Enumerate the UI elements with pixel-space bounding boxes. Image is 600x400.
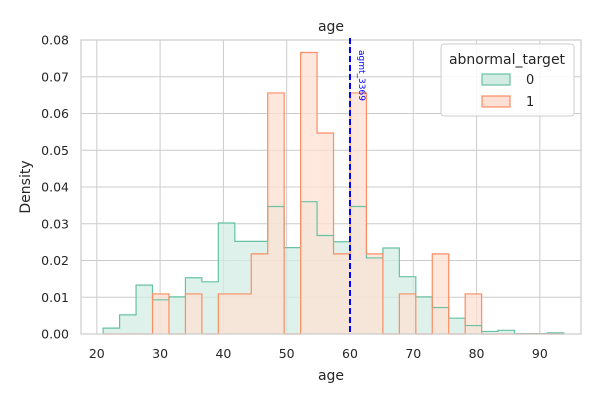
histogram-bar <box>168 296 186 334</box>
histogram-bar <box>300 52 318 335</box>
histogram-bar <box>185 293 202 334</box>
chart-title: age <box>318 19 344 35</box>
legend-swatch-1 <box>481 95 511 108</box>
y-tick-labels: 0.00 0.01 0.02 0.03 0.04 0.05 0.06 0.07 0.08 <box>41 33 69 342</box>
legend-swatch-0 <box>481 73 511 86</box>
histogram-bar <box>465 293 482 334</box>
y-tick-label: 0.04 <box>41 180 69 195</box>
legend: abnormal_target 0 1 <box>440 43 575 117</box>
histogram-bar <box>349 92 367 334</box>
histogram-bar <box>136 285 153 334</box>
histogram-bar <box>284 247 301 334</box>
histogram-bar <box>333 253 350 334</box>
x-axis-title: age <box>318 368 344 384</box>
reference-line-label: agmt_3369 <box>356 50 366 101</box>
histogram-bar <box>448 318 466 334</box>
histogram-bar <box>415 296 433 334</box>
histogram-bar <box>432 253 449 334</box>
x-tick-label: 60 <box>342 346 358 361</box>
plot-frame <box>80 39 582 335</box>
reference-line-group: agmt_3369 <box>348 38 366 334</box>
x-tick-labels: 20 30 40 50 60 70 80 90 <box>89 346 548 361</box>
x-tick-label: 20 <box>89 346 105 361</box>
x-tick-label: 40 <box>215 346 231 361</box>
y-tick-label: 0.05 <box>41 143 69 158</box>
histogram-bar <box>234 293 252 334</box>
legend-label-0: 0 <box>526 73 534 88</box>
histogram-bar <box>251 253 268 334</box>
y-tick-label: 0.06 <box>41 106 69 121</box>
y-tick-label: 0.08 <box>41 33 69 48</box>
y-tick-label: 0.02 <box>41 253 69 268</box>
histogram-bar <box>103 328 120 334</box>
legend-label-1: 1 <box>526 95 534 110</box>
x-tick-label: 30 <box>152 346 168 361</box>
y-tick-label: 0.03 <box>41 216 69 231</box>
histogram-bar <box>498 330 515 334</box>
histogram-bar <box>481 331 499 334</box>
histogram-bar <box>119 314 137 334</box>
histogram-bar <box>201 281 219 334</box>
y-tick-label: 0.01 <box>41 290 69 305</box>
x-tick-label: 70 <box>405 346 421 361</box>
histogram-bar <box>218 293 235 334</box>
series-1-bars <box>152 52 482 335</box>
x-tick-label: 90 <box>532 346 548 361</box>
histogram-bar <box>152 293 169 334</box>
histogram-bar <box>399 293 416 334</box>
histogram-bar <box>382 248 400 334</box>
legend-title: abnormal_target <box>449 52 566 68</box>
x-tick-label: 50 <box>279 346 295 361</box>
histogram-bar <box>267 92 285 334</box>
y-axis-title: Density <box>18 160 34 213</box>
y-tick-label: 0.07 <box>41 69 69 84</box>
histogram-bar <box>317 132 334 334</box>
x-tick-label: 80 <box>469 346 485 361</box>
y-tick-label: 0.00 <box>41 327 69 342</box>
histogram-bar <box>366 253 383 334</box>
